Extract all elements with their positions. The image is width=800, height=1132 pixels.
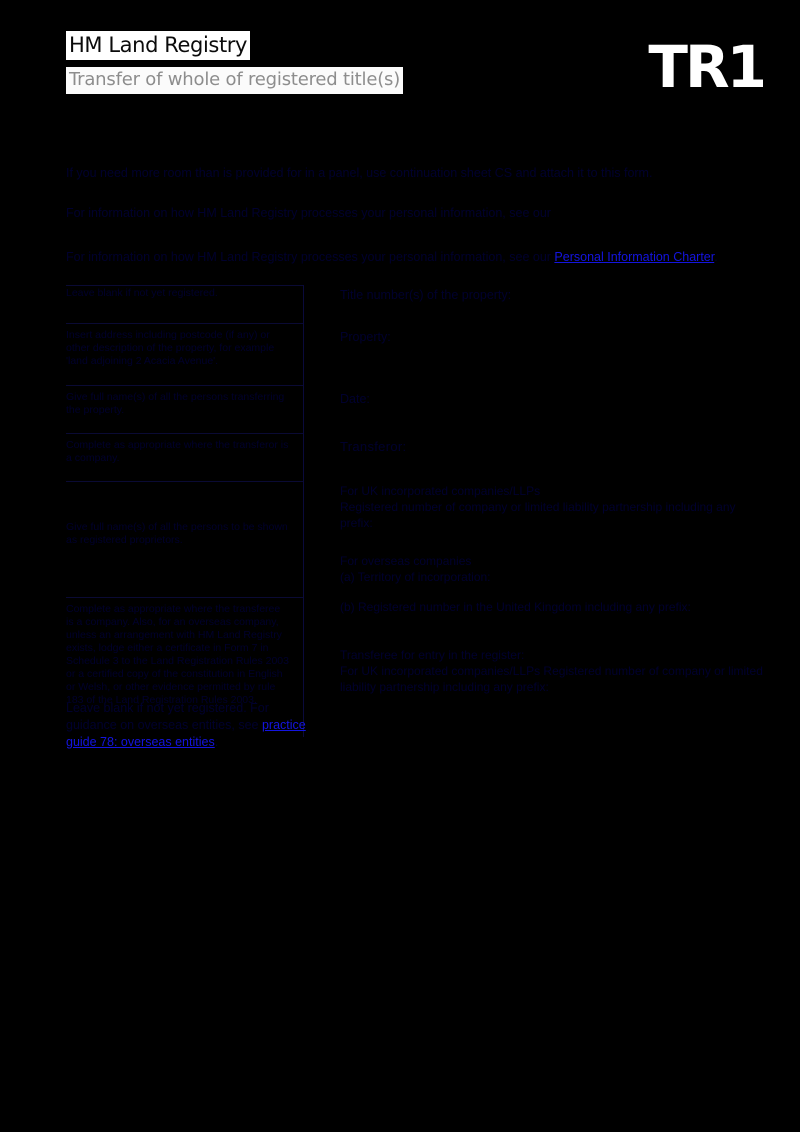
field-date[interactable]: Date:	[340, 392, 370, 406]
field-transferor-company-number[interactable]: For UK incorporated companies/LLPs Regist…	[340, 484, 736, 530]
label-transferee: Complete as appropriate where the transf…	[66, 603, 289, 706]
field-transferee-uk-number[interactable]: (b) Registered number in the United King…	[340, 600, 691, 614]
label-title-number: Leave blank if not yet registered.	[66, 287, 218, 299]
field-transferor[interactable]: Transferor:	[340, 439, 407, 454]
row-divider	[66, 385, 303, 386]
document-subtitle: Transfer of whole of registered title(s)	[66, 67, 404, 94]
note-continuation-sheet: If you need more room than is provided f…	[66, 166, 653, 180]
note-charter-prefix: For information on how HM Land Registry …	[66, 250, 555, 264]
field-transferor-overseas[interactable]: For overseas companies (a) Territory of i…	[340, 554, 491, 584]
note-personal-information: For information on how HM Land Registry …	[66, 205, 756, 222]
form-row-title-number: Leave blank if not yet registered. Title…	[66, 285, 766, 323]
form-panel-grid: Leave blank if not yet registered. Title…	[66, 285, 766, 737]
form-row-transferor-company: Give full name(s) of all the persons to …	[66, 481, 766, 551]
row-divider	[66, 597, 303, 598]
footnote-suffix: .	[214, 735, 219, 749]
row-divider	[66, 481, 303, 482]
personal-information-charter-link[interactable]: Personal Information Charter	[554, 250, 715, 264]
footnote-text: Leave blank if not yet registered. For g…	[66, 700, 306, 751]
column-divider	[303, 285, 304, 737]
footnote-prefix: Leave blank if not yet registered. For g…	[66, 701, 269, 732]
field-transferee-entry[interactable]: Transferee for entry in the register: For…	[340, 648, 763, 694]
note-prefix: For information on how HM Land Registry …	[66, 206, 551, 220]
form-row-property: Insert address including postcode (if an…	[66, 323, 766, 385]
form-row-transferor-overseas: For overseas companies (a) Territory of i…	[66, 551, 766, 597]
note-personal-information-charter: For information on how HM Land Registry …	[66, 249, 766, 266]
row-divider	[66, 285, 303, 286]
intro-notes: If you need more room than is provided f…	[66, 165, 766, 275]
note-charter-suffix: .	[714, 250, 718, 264]
row-divider	[66, 323, 303, 324]
label-transferor-company: Give full name(s) of all the persons to …	[66, 521, 288, 546]
field-title-number[interactable]: Title number(s) of the property:	[340, 288, 512, 302]
form-row-transferee: Complete as appropriate where the transf…	[66, 597, 766, 706]
row-divider	[66, 433, 303, 434]
form-row-transferor: Complete as appropriate where the transf…	[66, 433, 766, 481]
practice-guide-78-link[interactable]: practice guide 78: overseas entities	[66, 718, 306, 749]
form-code-logo: TR1	[648, 33, 767, 101]
field-property[interactable]: Property:	[340, 330, 391, 344]
form-row-transferee-entry: Transferee for entry in the register: For…	[66, 645, 766, 737]
form-row-date: Give full name(s) of all the persons tra…	[66, 385, 766, 433]
document-header: HM Land Registry Transfer of whole of re…	[0, 0, 800, 135]
label-transferor: Complete as appropriate where the transf…	[66, 439, 289, 464]
label-property: Insert address including postcode (if an…	[66, 329, 275, 367]
label-date: Give full name(s) of all the persons tra…	[66, 391, 285, 416]
footnote-overseas-entities: Leave blank if not yet registered. For g…	[66, 700, 306, 751]
hm-land-registry-brand: HM Land Registry	[66, 31, 251, 60]
